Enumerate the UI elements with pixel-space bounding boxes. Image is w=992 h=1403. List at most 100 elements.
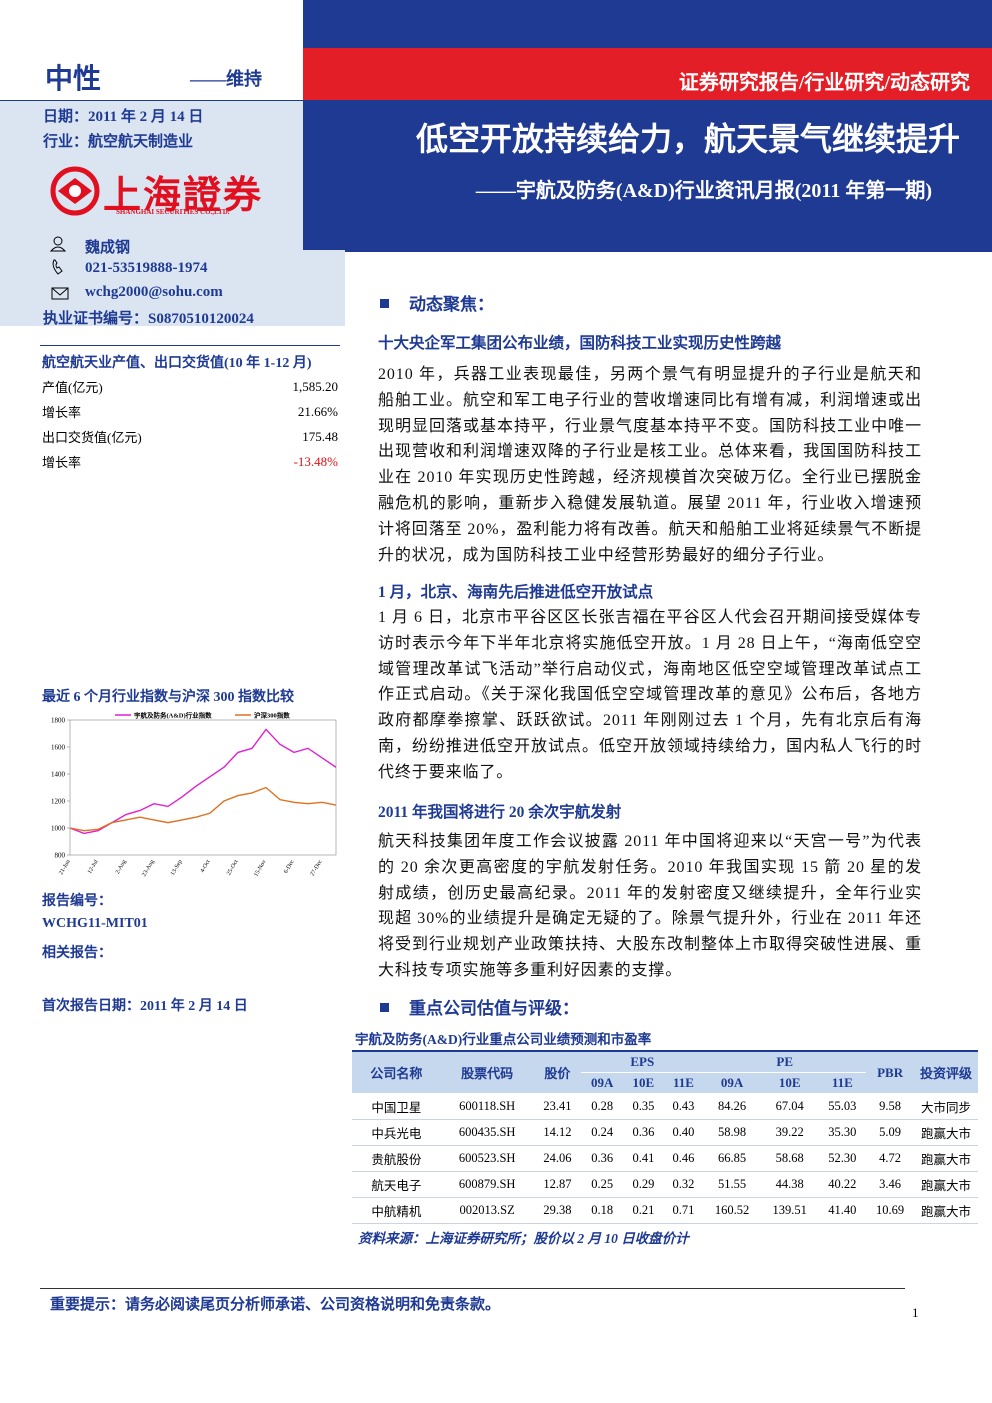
analyst-name: 魏成钢 [85,240,131,256]
y-tick-label: 1400 [51,771,66,779]
table-cell: 67.04 [760,1093,819,1120]
y-tick-label: 1000 [51,825,66,833]
subtitle: ——宇航及防务(A&D)行业资讯月报(2011 年第一期) [475,180,932,202]
table-cell: 0.29 [623,1171,664,1198]
y-tick-label: 1200 [51,798,66,806]
rule [40,1288,905,1289]
table-cell: 0.18 [581,1197,624,1224]
table-cell: 55.03 [818,1093,867,1120]
sub-header: 11E [818,1072,867,1094]
report-number-label: 报告编号： [42,894,112,909]
table-cell: 跑赢大市 [914,1145,978,1172]
table-cell: 40.22 [818,1171,867,1198]
table-row: 出口交货值(亿元) 175.48 [40,424,340,449]
logo-icon [50,166,100,216]
table-row: 中航精机 002013.SZ 29.38 0.18 0.21 0.71 160.52 139.… [352,1197,978,1224]
table-cell: 贵航股份 [352,1145,441,1172]
table-cell: 58.98 [703,1119,761,1146]
output-table: 产值(亿元) 1,585.20 增长率 21.66% 出口交货值(亿元) 175.48 增长… [40,374,340,474]
table-row: 产值(亿元) 1,585.20 [40,374,340,399]
x-tick-label: 23-Aug [141,859,155,878]
table-cell: 0.43 [663,1093,704,1120]
analyst-email: wchg2000@sohu.com [85,284,223,300]
table-cell: 3.46 [866,1171,914,1198]
table-cell: 23.41 [533,1093,582,1120]
table-cell: 10.69 [866,1197,914,1224]
legend-label: 沪深300指数 [254,711,290,720]
label-cell: 增长率 [42,455,82,470]
col-header: 公司名称 [352,1050,441,1094]
col-header: 投资评级 [914,1050,978,1094]
table-cell: 24.06 [533,1145,582,1172]
table-cell: 600879.SH [440,1171,534,1198]
section-title: 2011 年我国将进行 20 余次宇航发射 [378,804,622,821]
table-cell: 大市同步 [914,1093,978,1120]
industry: 行业：航空航天制造业 [43,134,194,150]
col-header: PBR [866,1050,914,1094]
valuation-table: 公司名称 股票代码 股价 EPS PE PBR 投资评级 09A 10E 11E… [352,1050,978,1224]
table-cell: 35.30 [818,1119,867,1146]
table-row: 增长率 -13.48% [40,449,340,474]
table-cell: 跑赢大市 [914,1197,978,1224]
category: 证券研究报告/行业研究/动态研究 [678,72,970,94]
sub-header: 11E [663,1072,704,1094]
table-cell: 0.28 [581,1093,624,1120]
sub-header: 09A [703,1072,761,1094]
logo-name-en: SHANGHAI SECURITIES CO.,LTD. [116,208,230,216]
header-row: 公司名称 股票代码 股价 EPS PE PBR 投资评级 [352,1050,978,1094]
table-row: 增长率 21.66% [40,399,340,424]
table-cell: 51.55 [703,1171,761,1198]
table-cell: 5.09 [866,1119,914,1146]
info-panel [0,100,303,250]
table-row: 中兵光电 600435.SH 14.12 0.24 0.36 0.40 58.98 39.22… [352,1119,978,1146]
table-cell: 0.21 [623,1197,664,1224]
table-cell: 中兵光电 [352,1119,441,1146]
table-cell: 84.26 [703,1093,761,1120]
table-cell: 0.36 [623,1119,664,1146]
section-title: 1 月，北京、海南先后推进低空开放试点 [378,584,654,601]
x-tick-label: 4-Oct [200,859,212,874]
table-cell: 66.85 [703,1145,761,1172]
table-cell: 0.41 [623,1145,664,1172]
y-tick-label: 1600 [51,744,66,752]
table-cell: 0.24 [581,1119,624,1146]
table-cell: 002013.SZ [440,1197,534,1224]
table-cell: 12.87 [533,1171,582,1198]
sub-header: 10E [760,1072,819,1094]
value-cell: -13.48% [293,453,338,469]
sub-header: 09A [581,1072,624,1094]
notice: 重要提示：请务必阅读尾页分析师承诺、公司资格说明和免责条款。 [50,1297,501,1313]
first-date: 首次报告日期：2011 年 2 月 14 日 [42,999,248,1014]
analyst-phone: 021-53519888-1974 [85,260,208,276]
table-cell: 29.38 [533,1197,582,1224]
label-cell: 增长率 [42,405,82,420]
table-cell: 跑赢大市 [914,1171,978,1198]
logo-name: 上海證券 [103,175,264,217]
chart-title: 最近 6 个月行业指数与沪深 300 指数比较 [42,690,294,705]
table-cell: 600118.SH [440,1093,534,1120]
rating: 中性 [45,64,102,95]
rule [0,100,303,101]
source: 资料来源：上海证券研究所；股价以 2 月 10 日收盘价计 [358,1231,689,1246]
table-cell: 航天电子 [352,1171,441,1198]
value-cell: 21.66% [297,403,338,419]
table-title: 宇航及防务(A&D)行业重点公司业绩预测和市盈率 [355,1032,652,1047]
table-cell: 139.51 [760,1197,819,1224]
table-cell: 4.72 [866,1145,914,1172]
rating-change: ——维持 [190,69,262,89]
table-cell: 9.58 [866,1093,914,1120]
header-row: 09A 10E 11E 09A 10E 11E [352,1072,978,1094]
table-cell: 0.40 [663,1119,704,1146]
table-cell: 0.36 [581,1145,624,1172]
value-cell: 175.48 [302,428,338,444]
chart: 800 1000 1200 1400 1600 1800 21-Jun 12-Jul 2-Aug… [51,711,337,878]
table-cell: 跑赢大市 [914,1119,978,1146]
report-number: WCHG11-MIT01 [42,916,148,931]
table-cell: 160.52 [703,1197,761,1224]
value-cell: 1,585.20 [292,378,339,394]
page-number: 1 [912,1305,919,1320]
table-row: 航天电子 600879.SH 12.87 0.25 0.29 0.32 51.55 44.38… [352,1171,978,1198]
section-title: 十大央企军工集团公布业绩，国防科技工业实现历史性跨越 [378,335,782,352]
col-header: EPS [581,1050,704,1073]
